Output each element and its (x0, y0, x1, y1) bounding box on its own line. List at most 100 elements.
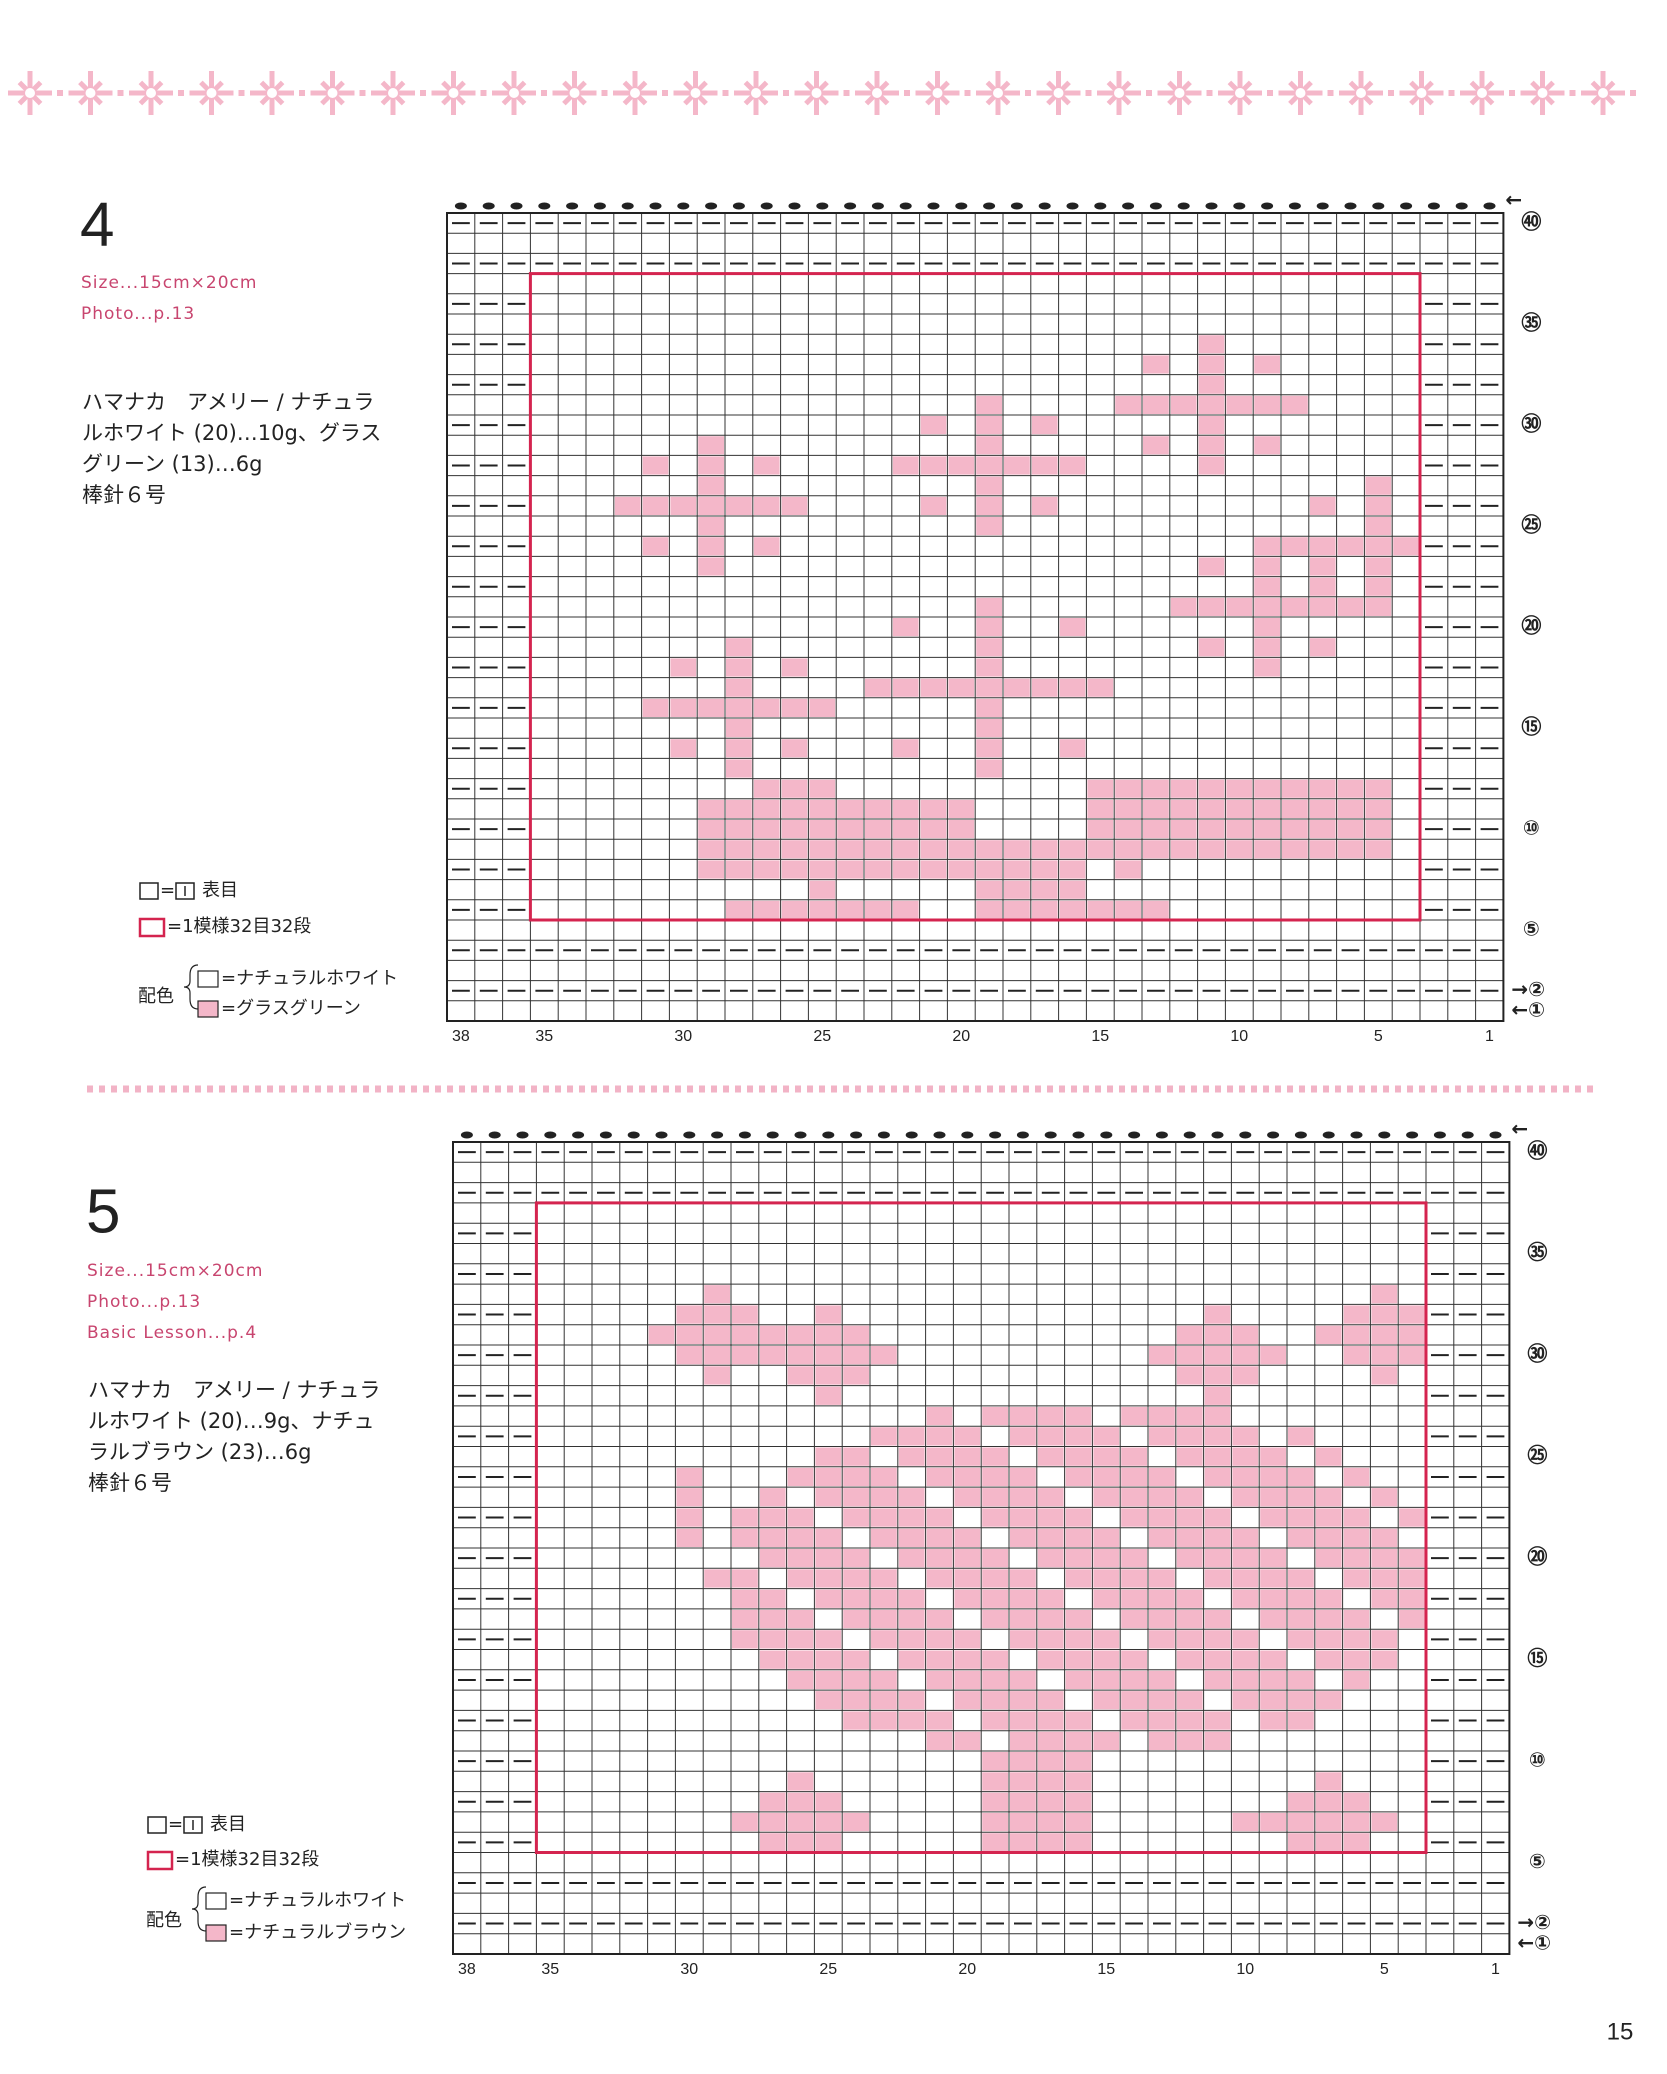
colored-stitch (920, 840, 947, 859)
colored-stitch (1176, 1589, 1203, 1608)
colored-stitch (1371, 1630, 1398, 1649)
colored-stitch (1254, 537, 1280, 556)
colored-stitch (1143, 840, 1169, 859)
legend-box (138, 917, 166, 938)
colored-stitch (1121, 1650, 1147, 1669)
colored-stitch (976, 698, 1002, 717)
colored-stitch (1343, 1528, 1370, 1547)
colored-stitch (954, 1731, 981, 1750)
border-motif (811, 88, 822, 98)
colored-stitch (1170, 395, 1197, 414)
colored-stitch (1232, 1549, 1259, 1568)
colored-stitch (1254, 618, 1280, 637)
colored-stitch (954, 1691, 981, 1710)
cast-on-dot (1239, 1131, 1252, 1139)
colored-stitch (1031, 678, 1058, 697)
page-number: 15 (1607, 2018, 1634, 2045)
colored-stitch (1198, 557, 1225, 576)
colored-stitch (837, 820, 863, 839)
cast-on-dot (1128, 1131, 1141, 1139)
colored-stitch (954, 1427, 981, 1446)
colored-stitch (1149, 1609, 1175, 1629)
colored-stitch (1170, 799, 1197, 818)
colored-stitch (698, 476, 724, 495)
colored-stitch (753, 840, 780, 859)
colored-stitch (1037, 1609, 1064, 1629)
colored-stitch (732, 1630, 758, 1649)
colored-stitch (1288, 1711, 1314, 1730)
colored-stitch (1309, 799, 1336, 818)
border-dot (541, 90, 547, 96)
colored-stitch (787, 1812, 814, 1832)
colored-stitch (926, 1609, 953, 1629)
colored-stitch (837, 799, 863, 818)
colored-stitch (926, 1630, 953, 1649)
column-label: 38 (452, 1028, 470, 1045)
cast-on-dot (871, 202, 884, 210)
colored-stitch (954, 1549, 981, 1568)
colored-stitch (1260, 1691, 1286, 1710)
colored-stitch (1343, 1630, 1370, 1649)
colored-stitch (1004, 840, 1030, 859)
colored-stitch (1037, 1711, 1064, 1730)
cast-on-dot (711, 1131, 724, 1139)
colored-stitch (815, 1589, 842, 1608)
row-label: ㉕ (1521, 513, 1541, 537)
row-label: ㉚ (1527, 1342, 1547, 1366)
colored-stitch (954, 1630, 981, 1649)
colored-stitch (1037, 1447, 1064, 1466)
colored-stitch (676, 1346, 703, 1365)
colored-stitch (698, 537, 724, 556)
colored-stitch (1198, 779, 1225, 798)
colored-stitch (1037, 1427, 1064, 1446)
colored-stitch (1204, 1528, 1231, 1547)
colored-stitch (898, 1589, 925, 1608)
colored-stitch (1176, 1609, 1203, 1629)
row-label: ㉚ (1521, 412, 1541, 436)
row-label: ㊵ (1521, 210, 1541, 234)
cast-on-dot (1427, 202, 1440, 210)
colored-stitch (1315, 1792, 1342, 1811)
colored-stitch (698, 860, 724, 879)
colored-stitch (1343, 1609, 1370, 1629)
colored-stitch (1337, 799, 1364, 818)
border-motif (327, 88, 338, 98)
border-dot (1267, 90, 1273, 96)
colored-stitch (843, 1488, 869, 1507)
colored-stitch (1343, 1670, 1370, 1690)
colored-stitch (1115, 840, 1141, 859)
colored-stitch (1149, 1346, 1175, 1365)
colored-stitch (815, 1386, 842, 1405)
colored-stitch (1037, 1528, 1064, 1547)
colored-stitch (1260, 1670, 1286, 1690)
colored-stitch (982, 1569, 1008, 1588)
colored-stitch (982, 1772, 1008, 1791)
colored-stitch (759, 1833, 786, 1852)
colored-stitch (982, 1406, 1008, 1426)
colored-stitch (1260, 1467, 1286, 1487)
colored-stitch (753, 537, 780, 556)
colored-stitch (642, 496, 669, 515)
colored-stitch (1149, 1569, 1175, 1588)
colored-stitch (1204, 1366, 1231, 1385)
colored-stitch (865, 678, 891, 697)
colored-stitch (898, 1488, 925, 1507)
colored-stitch (1343, 1325, 1370, 1344)
colored-stitch (926, 1406, 953, 1426)
colored-stitch (1093, 1427, 1120, 1446)
colored-stitch (1149, 1528, 1175, 1547)
colored-stitch (759, 1549, 786, 1568)
cast-on-dot (655, 1131, 668, 1139)
colored-stitch (726, 698, 752, 717)
colored-stitch (787, 1366, 814, 1385)
colored-stitch (1010, 1670, 1036, 1690)
cast-on-dot (544, 1131, 557, 1139)
cast-on-dot (766, 1131, 779, 1139)
cast-on-dot (683, 1131, 696, 1139)
colored-stitch (1365, 820, 1392, 839)
colored-stitch (1198, 395, 1225, 414)
colored-stitch (1149, 1670, 1175, 1690)
cast-on-dot (454, 202, 467, 210)
colored-stitch (976, 476, 1002, 495)
colored-stitch (787, 1833, 814, 1852)
